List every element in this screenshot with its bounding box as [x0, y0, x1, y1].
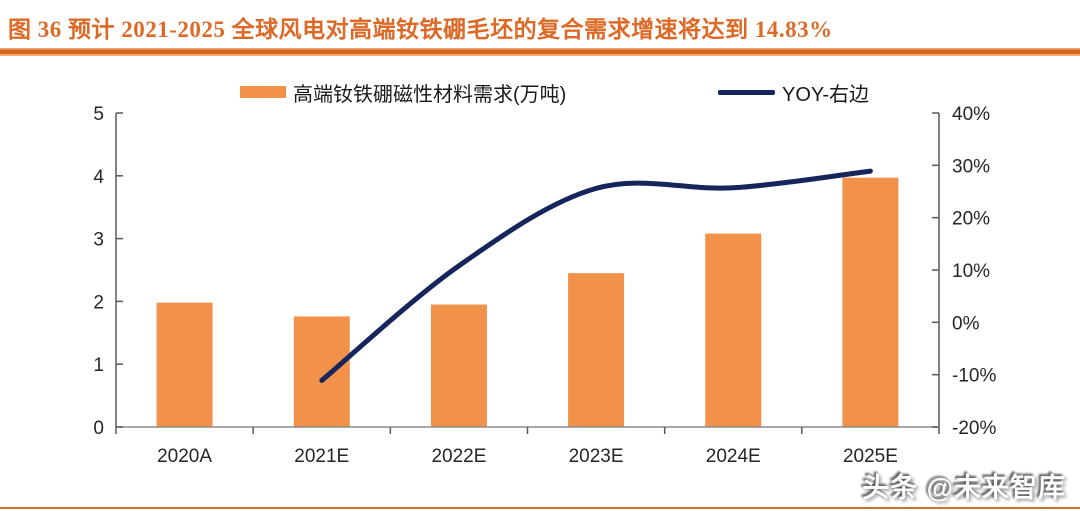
bottom-divider [0, 507, 1080, 509]
title-divider [0, 48, 1080, 56]
left-axis-tick-label: 4 [93, 167, 104, 188]
bar-2025E [842, 177, 899, 427]
left-axis-tick-label: 2 [93, 292, 104, 313]
right-axis-tick-label: 0% [952, 313, 980, 334]
right-axis-tick-label: -10% [952, 366, 996, 387]
chart-title: 图 36 预计 2021-2025 全球风电对高端钕铁硼毛坯的复合需求增速将达到… [8, 17, 833, 42]
bar-2022E [430, 304, 487, 427]
right-axis-tick-label: -20% [952, 418, 996, 439]
right-axis-tick-label: 30% [952, 156, 990, 177]
left-axis-tick-label: 5 [93, 104, 104, 125]
x-axis-label: 2024E [706, 446, 761, 467]
x-axis-label: 2023E [569, 446, 624, 467]
x-axis-label: 2020A [157, 446, 212, 467]
bar-2021E [293, 316, 350, 427]
right-axis-tick-label: 10% [952, 261, 990, 282]
legend-label-demand: 高端钕铁硼磁性材料需求(万吨) [293, 83, 567, 106]
legend-item-yoy: YOY-右边 [718, 80, 870, 106]
right-axis-tick-label: 40% [952, 104, 990, 125]
chart-legend: 高端钕铁硼磁性材料需求(万吨) YOY-右边 [0, 80, 1080, 106]
x-axis-label: 2025E [843, 446, 898, 467]
watermark: 头条 @未来智库 [862, 473, 1066, 503]
bar-2024E [705, 233, 762, 427]
bar-swatch-icon [240, 86, 286, 98]
left-axis-tick-label: 3 [93, 230, 104, 251]
left-axis-tick-label: 0 [93, 418, 104, 439]
left-axis-tick-label: 1 [93, 355, 104, 376]
yoy-line [319, 168, 873, 383]
x-axis-label: 2021E [294, 446, 349, 467]
right-axis-tick-label: 20% [952, 209, 990, 230]
bar-2020A [156, 302, 213, 427]
bar-2023E [568, 273, 625, 427]
x-axis-label: 2022E [431, 446, 486, 467]
legend-item-demand: 高端钕铁硼磁性材料需求(万吨) [240, 80, 567, 106]
legend-label-yoy: YOY-右边 [782, 83, 870, 106]
line-swatch-icon [718, 89, 775, 95]
